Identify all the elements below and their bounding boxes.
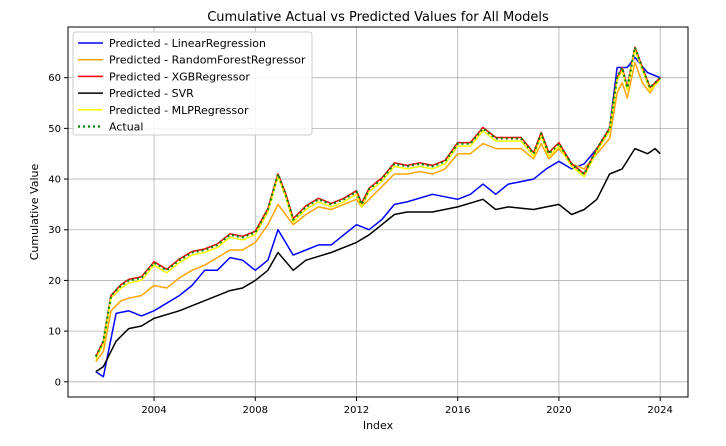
series-line-predicted-mlpregressor	[95, 49, 661, 360]
plot-frame	[67, 26, 689, 398]
x-tick-label: 2008	[243, 405, 268, 416]
x-tick-label: 2020	[546, 405, 571, 416]
y-tick-label: 20	[48, 276, 61, 287]
legend: Predicted - LinearRegression Predicted - …	[72, 31, 313, 136]
y-tick-label: 10	[48, 327, 61, 338]
series-lines	[94, 46, 661, 378]
legend-entry: Predicted - SVR	[109, 87, 194, 100]
series-line-actual	[94, 46, 661, 357]
series-line-predicted-randomforestregressor	[95, 61, 661, 362]
y-axis-label: Cumulative Value	[28, 164, 41, 261]
legend-entry: Predicted - LinearRegression	[109, 37, 266, 50]
x-tick-label: 2004	[141, 405, 166, 416]
x-tick-label: 2016	[445, 405, 470, 416]
legend-entry: Predicted - MLPRegressor	[109, 104, 249, 117]
y-tick-label: 40	[48, 175, 61, 186]
series-line-predicted-linearregression	[95, 56, 661, 378]
y-tick-label: 60	[48, 73, 61, 84]
x-axis-label: Index	[363, 419, 394, 432]
y-tick-label: 50	[48, 124, 61, 135]
series-line-predicted-svr	[95, 147, 661, 373]
legend-entry: Predicted - XGBRegressor	[109, 70, 250, 83]
y-tick-label: 30	[48, 225, 61, 236]
legend-entry: Predicted - RandomForestRegressor	[109, 54, 306, 67]
ticks: 2004 2008 2012 2016 2020 2024 0 10 20 30 40 50 60	[48, 73, 673, 416]
legend-entry: Actual	[109, 121, 143, 134]
chart-title: Cumulative Actual vs Predicted Values fo…	[207, 10, 549, 25]
x-tick-label: 2012	[344, 405, 369, 416]
y-tick-label: 0	[55, 377, 61, 388]
legend-box	[72, 31, 313, 136]
x-tick-label: 2024	[647, 405, 672, 416]
